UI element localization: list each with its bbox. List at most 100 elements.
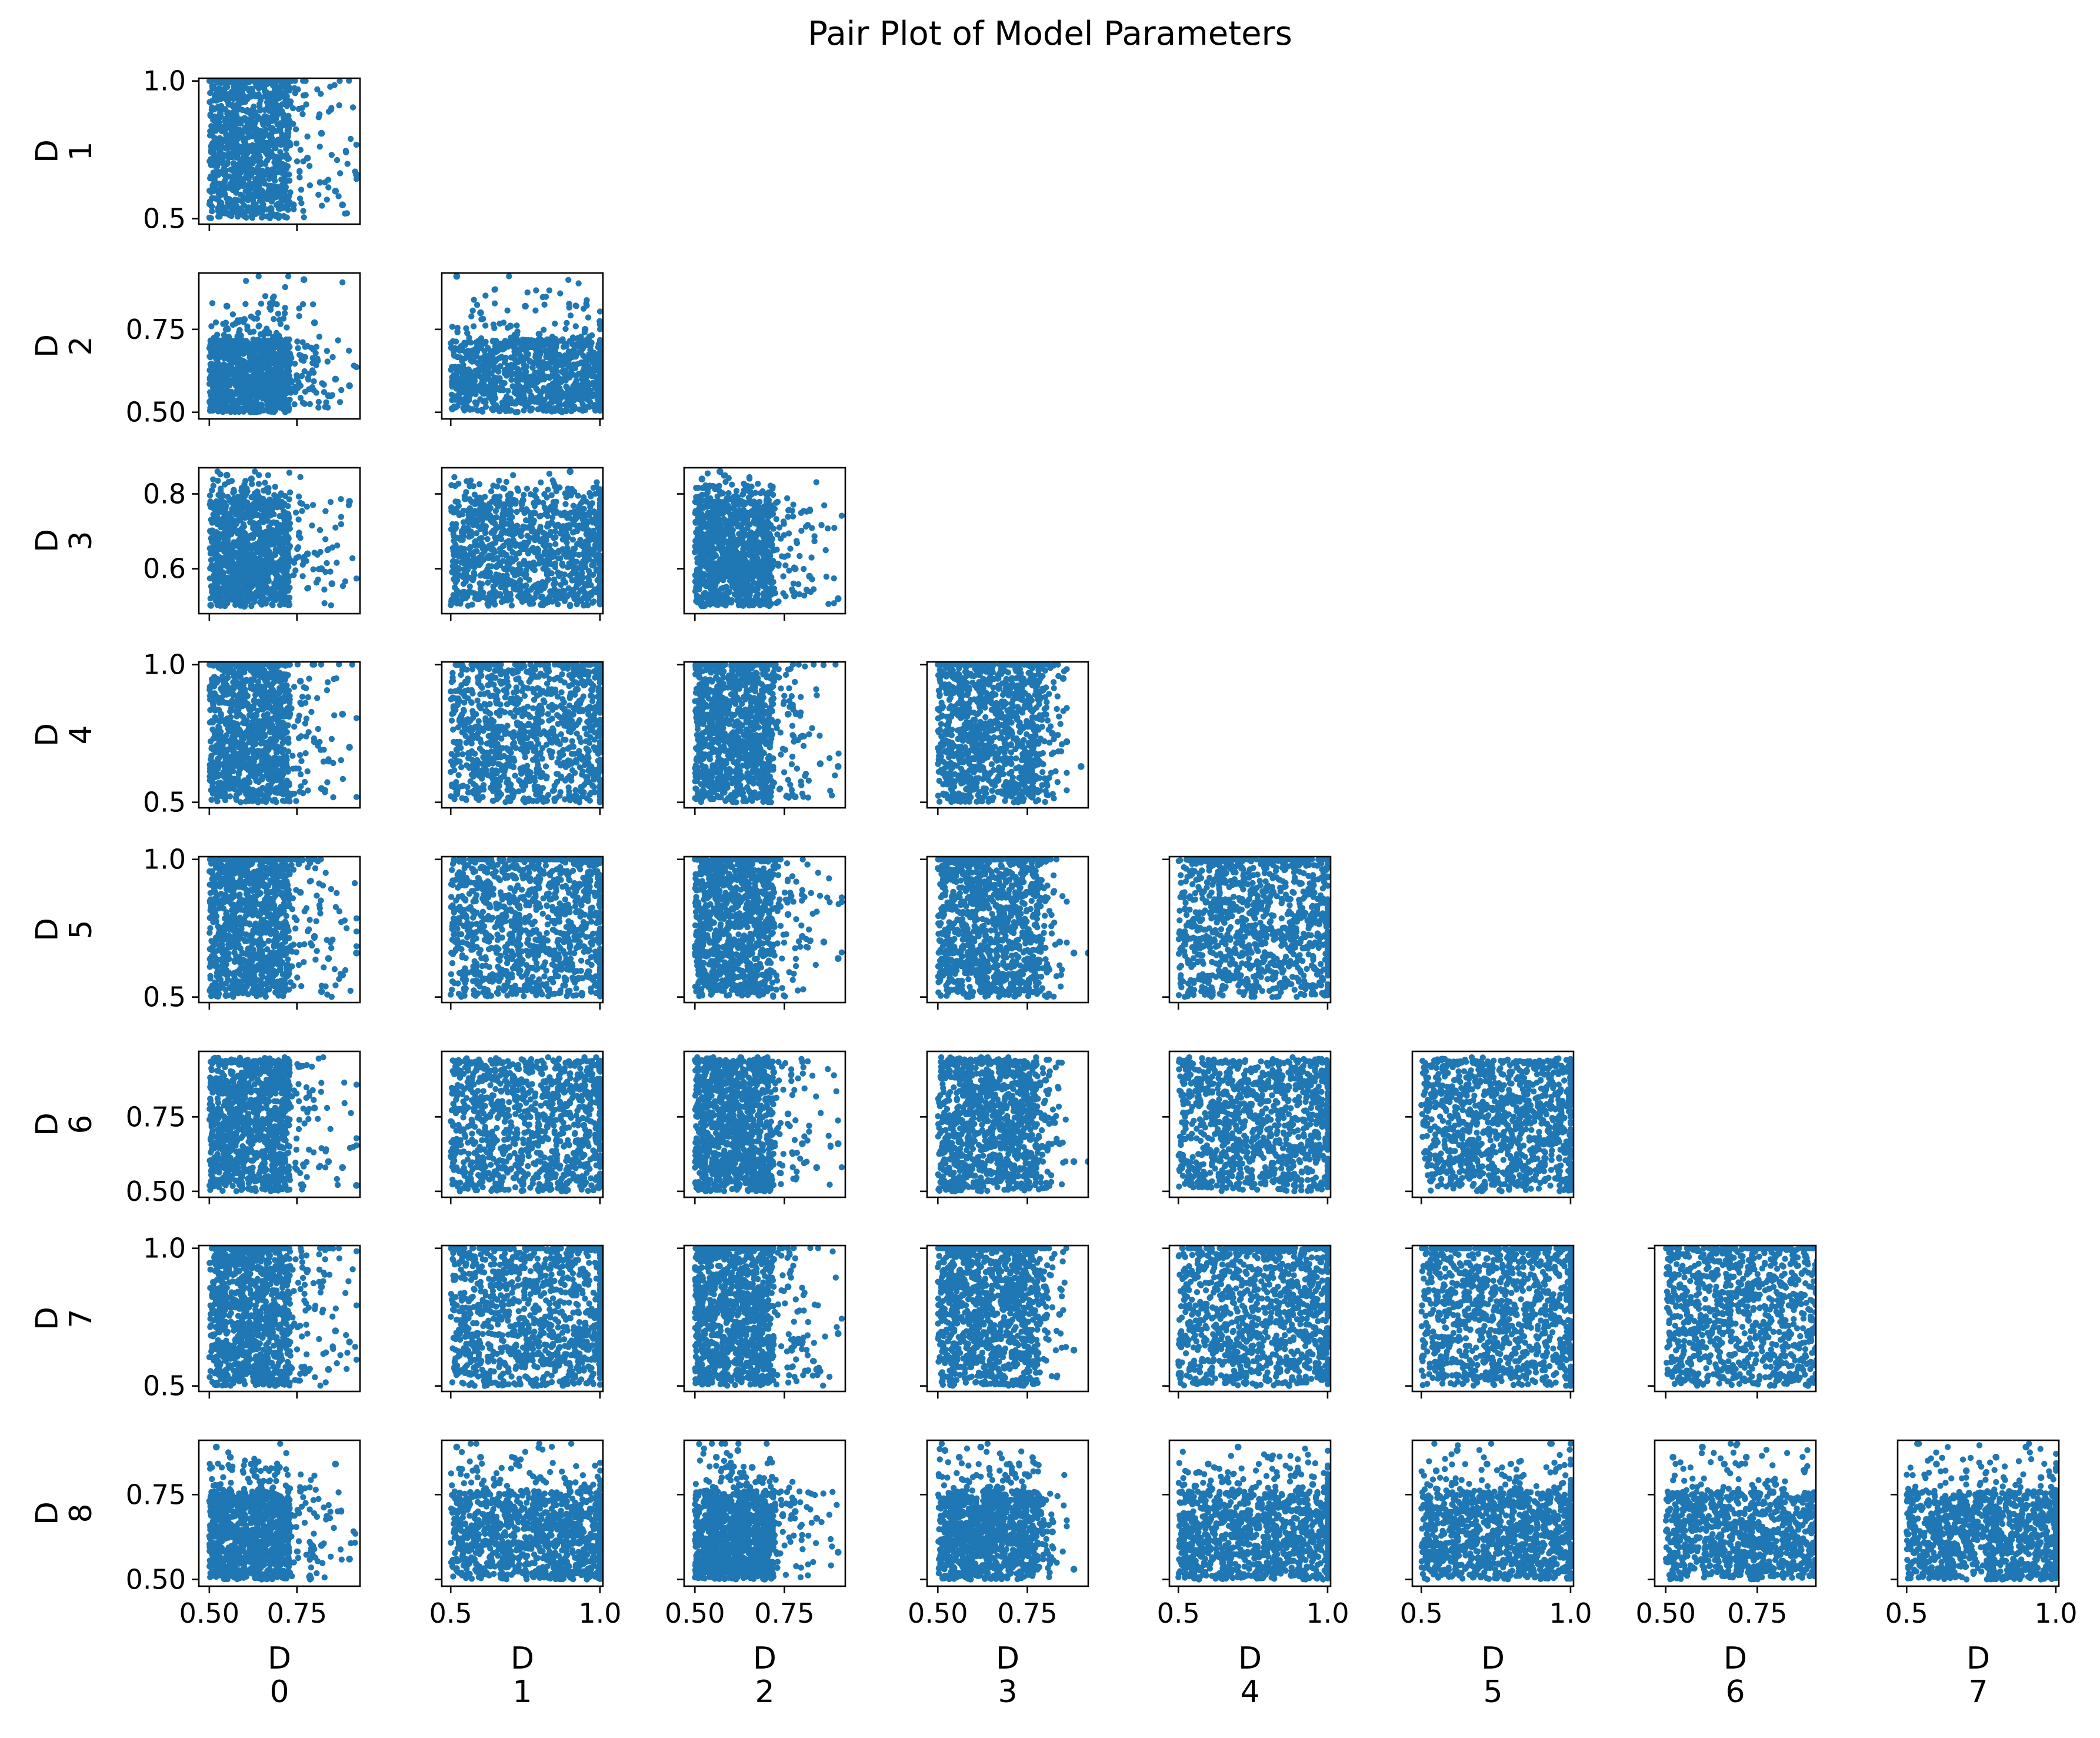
scatter-point bbox=[589, 500, 595, 507]
scatter-point bbox=[258, 300, 265, 307]
scatter-point bbox=[232, 121, 239, 127]
scatter-point bbox=[212, 137, 219, 144]
scatter-point bbox=[265, 570, 272, 577]
scatter-point bbox=[474, 383, 480, 389]
scatter-point bbox=[558, 388, 565, 395]
scatter-point bbox=[449, 374, 455, 381]
scatter-point bbox=[236, 327, 243, 334]
scatter-point bbox=[262, 596, 269, 602]
scatter-point bbox=[578, 375, 585, 382]
scatter-point bbox=[502, 359, 508, 366]
scatter-outlier-point bbox=[346, 498, 353, 505]
scatter-point bbox=[541, 301, 548, 308]
scatter-point bbox=[299, 105, 305, 111]
scatter-point bbox=[265, 531, 272, 538]
scatter-point bbox=[563, 383, 569, 390]
scatter-panels: 0.51.0D10.500.75D20.60.8D30.51.0D40.51.0… bbox=[30, 65, 2078, 1710]
scatter-point bbox=[223, 78, 229, 84]
scatter-point bbox=[217, 374, 224, 380]
scatter-point bbox=[229, 154, 235, 161]
scatter-point bbox=[454, 324, 461, 331]
scatter-point bbox=[545, 347, 551, 354]
scatter-point bbox=[575, 371, 582, 377]
scatter-point bbox=[496, 344, 502, 351]
scatter-point bbox=[485, 352, 492, 359]
scatter-point bbox=[324, 348, 331, 354]
scatter-outlier-point bbox=[234, 83, 241, 90]
scatter-point bbox=[251, 598, 258, 605]
scatter-point bbox=[239, 591, 245, 597]
scatter-point bbox=[261, 331, 267, 338]
scatter-point bbox=[257, 547, 264, 553]
scatter-point bbox=[490, 337, 496, 344]
scatter-point bbox=[283, 374, 289, 380]
scatter-point bbox=[282, 305, 288, 311]
scatter-point bbox=[269, 295, 276, 301]
scatter-point bbox=[484, 384, 490, 391]
scatter-point bbox=[275, 337, 282, 343]
scatter-point bbox=[259, 167, 265, 174]
scatter-point bbox=[223, 538, 229, 545]
scatter-point bbox=[206, 376, 213, 382]
scatter-point bbox=[468, 313, 475, 319]
scatter-point bbox=[321, 381, 327, 388]
scatter-point bbox=[241, 585, 248, 592]
scatter-point bbox=[212, 594, 219, 601]
scatter-point bbox=[526, 358, 533, 365]
scatter-point bbox=[249, 121, 255, 128]
scatter-point bbox=[529, 364, 536, 371]
scatter-point bbox=[512, 351, 518, 358]
scatter-point bbox=[299, 508, 305, 514]
scatter-point bbox=[514, 409, 521, 415]
scatter-point bbox=[514, 508, 520, 515]
scatter-point bbox=[564, 319, 570, 327]
scatter-point bbox=[266, 407, 273, 413]
scatter-point bbox=[222, 598, 229, 605]
scatter-point bbox=[252, 568, 258, 574]
scatter-point bbox=[208, 323, 215, 329]
scatter-point bbox=[498, 354, 504, 361]
scatter-point bbox=[338, 387, 345, 394]
scatter-point bbox=[309, 522, 315, 529]
scatter-point bbox=[312, 349, 319, 357]
scatter-point bbox=[504, 307, 511, 314]
scatter-point bbox=[241, 596, 248, 602]
scatter-point bbox=[281, 184, 288, 190]
scatter-point bbox=[250, 202, 256, 209]
scatter-point bbox=[265, 537, 271, 544]
scatter-point bbox=[309, 301, 316, 308]
scatter-point bbox=[281, 405, 288, 412]
scatter-point bbox=[471, 323, 477, 329]
scatter-point bbox=[591, 598, 597, 605]
scatter-point bbox=[276, 565, 284, 572]
scatter-point bbox=[211, 383, 218, 390]
scatter-point bbox=[208, 149, 215, 155]
scatter-point bbox=[587, 347, 594, 353]
scatter-point bbox=[286, 125, 292, 132]
scatter-point bbox=[534, 399, 541, 405]
scatter-point bbox=[596, 353, 603, 360]
scatter-point bbox=[277, 128, 284, 134]
scatter-point bbox=[217, 544, 224, 551]
scatter-point bbox=[478, 316, 485, 322]
scatter-outlier-point bbox=[213, 342, 220, 349]
scatter-point bbox=[514, 375, 521, 382]
scatter-point bbox=[552, 374, 559, 381]
scatter-point bbox=[264, 590, 271, 596]
scatter-point bbox=[552, 534, 559, 541]
scatter-point bbox=[347, 135, 354, 142]
scatter-point bbox=[267, 125, 274, 131]
panel-frame bbox=[198, 77, 361, 225]
scatter-point bbox=[462, 342, 468, 348]
scatter-point bbox=[222, 382, 229, 389]
scatter-point bbox=[246, 542, 252, 549]
scatter-point bbox=[475, 368, 481, 374]
scatter-point bbox=[246, 404, 253, 411]
scatter-point bbox=[274, 301, 280, 308]
scatter-point bbox=[244, 485, 250, 492]
scatter-point bbox=[278, 490, 284, 497]
scatter-point bbox=[206, 78, 213, 84]
scatter-point bbox=[272, 144, 278, 151]
scatter-point bbox=[294, 338, 301, 345]
